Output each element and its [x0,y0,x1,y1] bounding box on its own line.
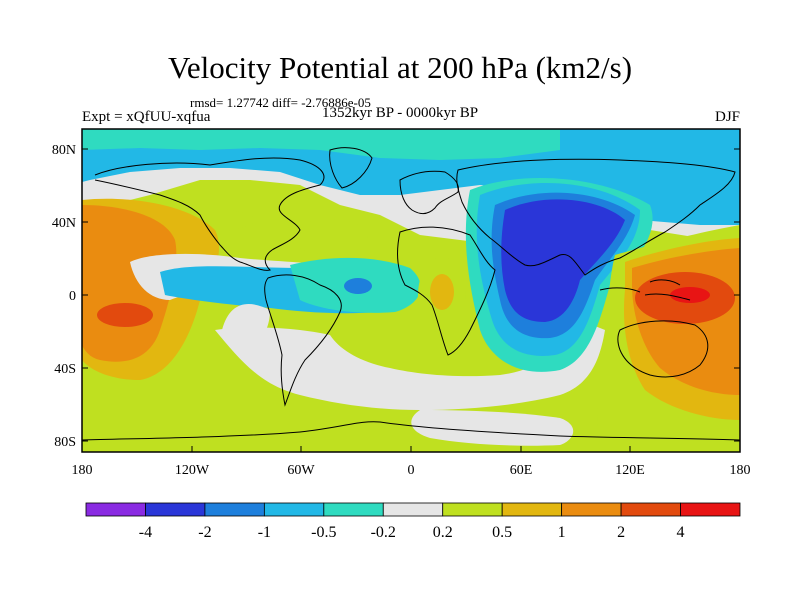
contour-field [82,129,740,452]
y-label: 40N [52,216,76,231]
colorbar-swatch [680,502,741,517]
field-neutral-south [215,320,605,410]
y-axis-labels: 80N 40N 0 40S 80S [52,143,76,450]
coast-north-america [94,157,325,271]
x-label: 0 [408,463,415,478]
y-label: 40S [54,362,76,377]
colorbar-swatch [145,502,206,517]
colorbar-labels: -4 -2 -1 -0.5 -0.2 0.2 0.5 1 2 4 [139,524,685,541]
colorbar-swatch [204,502,265,517]
y-ticks [82,148,740,442]
field-green-atlantic [292,219,368,255]
experiment-label: Expt = xQfUU-xqfua [82,109,211,125]
x-label: 120E [615,463,645,478]
stats-text: rmsd= 1.27742 diff= -2.76886e-05 [190,95,371,110]
season-label: DJF [714,109,740,125]
y-label: 80N [52,143,76,158]
x-label: 60E [510,463,533,478]
colorbar [85,502,741,517]
colorbar-swatch [382,502,444,517]
colorbar-label: 2 [617,524,625,541]
x-label: 180 [730,463,751,478]
colorbar-label: 4 [677,524,685,541]
colorbar-label: 0.5 [492,524,512,541]
x-label: 120W [175,463,210,478]
field-pacific-red [97,303,153,327]
field-indian-darkblue [501,199,625,322]
coast-antarctica [82,421,740,441]
x-label: 180 [72,463,93,478]
coast-south-america [264,274,342,407]
field-neutral-antarctic [411,410,574,446]
map-title: Velocity Potential at 200 hPa (km2/s) [167,50,633,85]
x-axis-labels: 180 120W 60W 0 60E 120E 180 [72,463,751,478]
colorbar-swatch [263,502,325,517]
coast-indonesia [599,279,691,301]
field-neutral-south2 [222,304,270,345]
x-ticks [81,446,741,452]
colorbar-label: -0.2 [371,524,396,541]
colorbar-swatch [501,502,563,517]
colorbar-swatch [561,502,622,517]
y-label: 80S [54,435,76,450]
colorbar-swatch [442,502,503,517]
colorbar-label: -2 [198,524,211,541]
colorbar-swatch [85,502,146,517]
y-label: 0 [69,289,76,304]
coastlines [82,147,740,441]
field-warmpool-red [670,287,710,303]
colorbar-label: -1 [258,524,271,541]
field-arctic [82,129,560,160]
coast-africa [397,226,496,356]
colorbar-swatch [620,502,681,517]
colorbar-swatch [323,502,384,517]
period-label: 1352kyr BP - 0000kyr BP [322,105,479,121]
field-africa-orange [430,274,454,310]
coast-europe [399,170,459,214]
coast-australia [617,320,709,378]
colorbar-label: 0.2 [433,524,453,541]
coast-asia [456,158,736,276]
colorbar-label: -4 [139,524,152,541]
coast-greenland [329,147,373,189]
field-blue-atlantic [344,278,372,294]
colorbar-label: -0.5 [311,524,336,541]
x-label: 60W [287,463,315,478]
colorbar-label: 1 [558,524,566,541]
